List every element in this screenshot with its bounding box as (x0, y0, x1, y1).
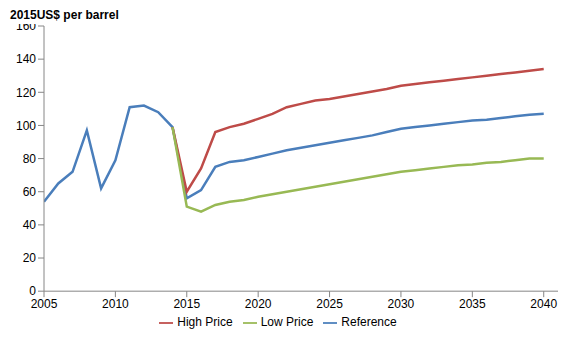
svg-text:120: 120 (16, 86, 36, 100)
html-text:Reference: Reference (341, 315, 397, 330)
svg-text:2020: 2020 (245, 297, 272, 311)
html-text:Low Price: Low Price (260, 315, 314, 330)
svg-text:2035: 2035 (459, 297, 486, 311)
svg-text:2005: 2005 (31, 297, 58, 311)
svg-text:2025: 2025 (316, 297, 343, 311)
svg-text:80: 80 (23, 152, 37, 166)
svg-text:100: 100 (16, 119, 36, 133)
svg-text:20: 20 (23, 251, 37, 265)
svg-text:2015: 2015 (173, 297, 200, 311)
svg-text:160: 160 (16, 24, 36, 33)
html-text:High Price: High Price (177, 315, 233, 330)
svg-text:140: 140 (16, 52, 36, 66)
svg-text:2010: 2010 (102, 297, 129, 311)
html-text:2015US$ per barrel: 2015US$ per barrel (10, 8, 119, 22)
svg-text:2040: 2040 (530, 297, 557, 311)
svg-text:60: 60 (23, 185, 37, 199)
svg-text:0: 0 (29, 284, 36, 298)
svg-text:2030: 2030 (388, 297, 415, 311)
svg-text:40: 40 (23, 218, 37, 232)
